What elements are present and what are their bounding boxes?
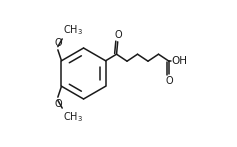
Text: CH$_3$: CH$_3$ bbox=[63, 110, 83, 124]
Text: OH: OH bbox=[171, 56, 187, 66]
Text: O: O bbox=[115, 30, 122, 40]
Text: O: O bbox=[54, 99, 62, 109]
Text: O: O bbox=[165, 76, 173, 86]
Text: O: O bbox=[54, 38, 62, 48]
Text: CH$_3$: CH$_3$ bbox=[63, 23, 83, 37]
